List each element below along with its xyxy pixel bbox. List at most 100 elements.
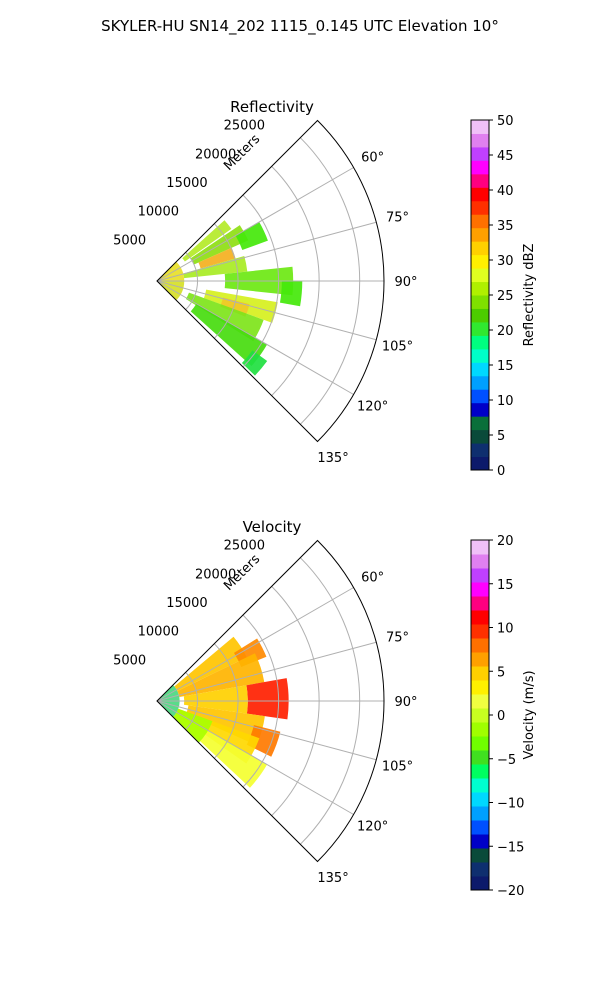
colorbar-swatch	[471, 820, 489, 835]
colorbar-swatch	[471, 308, 489, 323]
colorbar-swatch	[471, 708, 489, 723]
colorbar-swatch	[471, 120, 489, 134]
colorbar: −20 −15 −10 −5 0 5 10 15 20 Velocity (m/s)	[470, 534, 537, 899]
azimuth-spoke	[156, 641, 377, 702]
colorbar-tick-label: 50	[497, 114, 514, 129]
azimuth-tick-label: 90°	[394, 695, 417, 710]
range-tick-label: 20000	[195, 147, 236, 162]
colorbar-tick-label: 30	[497, 254, 514, 269]
colorbar-label: Reflectivity dBZ	[522, 244, 537, 347]
radar-cell	[198, 247, 236, 269]
radar-cell	[182, 220, 232, 262]
colorbar-swatch	[471, 596, 489, 611]
colorbar-swatch	[471, 187, 489, 202]
range-tick-label: 20000	[195, 567, 236, 582]
azimuth-tick-label: 60°	[361, 571, 384, 586]
colorbar-swatch	[471, 722, 489, 737]
radar-cell	[246, 725, 281, 757]
radar-cell	[157, 281, 185, 301]
colorbar-swatch	[471, 389, 489, 404]
panel-title: Velocity	[243, 518, 302, 536]
radar-cell	[174, 636, 247, 692]
colorbar-swatch	[471, 375, 489, 390]
azimuth-tick-label: 75°	[386, 211, 409, 226]
colorbar-tick-label: 40	[497, 184, 514, 199]
colorbar-swatch	[471, 568, 489, 583]
colorbar-swatch	[471, 610, 489, 625]
colorbar-tick-label: 5	[497, 429, 505, 444]
colorbar-swatch	[471, 335, 489, 350]
colorbar-swatch	[471, 348, 489, 363]
colorbar-swatch	[471, 582, 489, 597]
azimuth-tick-label: 105°	[382, 339, 413, 354]
colorbar-tick-label: 45	[497, 149, 514, 164]
range-tick-label: 5000	[113, 233, 146, 248]
azimuth-tick-label: 105°	[382, 759, 413, 774]
colorbar-swatch	[471, 876, 489, 891]
range-tick-label: 15000	[166, 596, 207, 611]
colorbar-tick-label: 15	[497, 578, 514, 593]
colorbar-swatch	[471, 227, 489, 242]
range-tick-label: 25000	[224, 119, 265, 134]
colorbar-swatch	[471, 750, 489, 765]
colorbar-swatch	[471, 254, 489, 269]
figure-suptitle: SKYLER-HU SN14_202 1115_0.145 UTC Elevat…	[101, 17, 499, 36]
radar-cell	[220, 297, 250, 317]
colorbar-tick-label: 25	[497, 289, 514, 304]
colorbar-swatch	[471, 160, 489, 175]
azimuth-spoke	[156, 700, 354, 815]
colorbar-tick-label: −15	[497, 840, 524, 855]
radar-cell	[279, 281, 303, 307]
azimuth-tick-label: 135°	[317, 451, 348, 466]
velocity-panel: 60° 75° 90° 105° 120° 135° 5000 10000 15000 20000…	[113, 518, 537, 899]
colorbar-tick-label: 10	[497, 622, 514, 637]
colorbar-swatch	[471, 666, 489, 681]
azimuth-tick-label: 75°	[386, 631, 409, 646]
colorbar-swatch	[471, 638, 489, 653]
range-tick-label: 10000	[138, 625, 179, 640]
azimuth-spoke	[156, 280, 377, 341]
colorbar-swatch	[471, 834, 489, 849]
colorbar-swatch	[471, 268, 489, 283]
colorbar-tick-label: 10	[497, 394, 514, 409]
range-tick-label: 5000	[113, 653, 146, 668]
colorbar-swatch	[471, 736, 489, 751]
colorbar-swatch	[471, 652, 489, 667]
colorbar-swatch	[471, 295, 489, 309]
colorbar-swatch	[471, 792, 489, 807]
azimuth-spoke	[156, 221, 377, 282]
azimuth-spoke	[156, 280, 354, 395]
colorbar-swatch	[471, 554, 489, 569]
colorbar-swatch	[471, 362, 489, 377]
range-tick-label: 15000	[166, 176, 207, 191]
plot-frame	[156, 119, 385, 443]
colorbar-tick-label: −5	[497, 753, 516, 768]
polar-grid	[156, 557, 384, 845]
range-tick-label: 25000	[224, 539, 265, 554]
azimuth-tick-label: 90°	[394, 275, 417, 290]
radar-cell	[246, 678, 289, 720]
colorbar-swatch	[471, 402, 489, 417]
azimuth-tick-label: 135°	[317, 871, 348, 886]
colorbar-tick-label: 35	[497, 219, 514, 234]
colorbar-label: Velocity (m/s)	[522, 670, 537, 759]
colorbar-swatch	[471, 416, 489, 431]
plot-frame	[156, 539, 385, 863]
colorbar-tick-label: 20	[497, 324, 514, 339]
radar-cell	[241, 350, 268, 376]
radar-cell	[190, 303, 268, 367]
azimuth-spoke	[156, 167, 354, 282]
radar-cell	[183, 685, 248, 714]
radar-cell	[185, 292, 264, 342]
colorbar-swatch	[471, 173, 489, 188]
azimuth-tick-label: 60°	[361, 151, 384, 166]
colorbar-swatch	[471, 281, 489, 296]
colorbar-tick-label: 5	[497, 665, 505, 680]
radar-cell	[173, 708, 213, 743]
colorbar-swatch	[471, 241, 489, 256]
colorbar-tick-label: 0	[497, 464, 505, 479]
colorbar-swatch	[471, 778, 489, 793]
radar-cells	[157, 220, 303, 376]
colorbar-swatch	[471, 214, 489, 229]
